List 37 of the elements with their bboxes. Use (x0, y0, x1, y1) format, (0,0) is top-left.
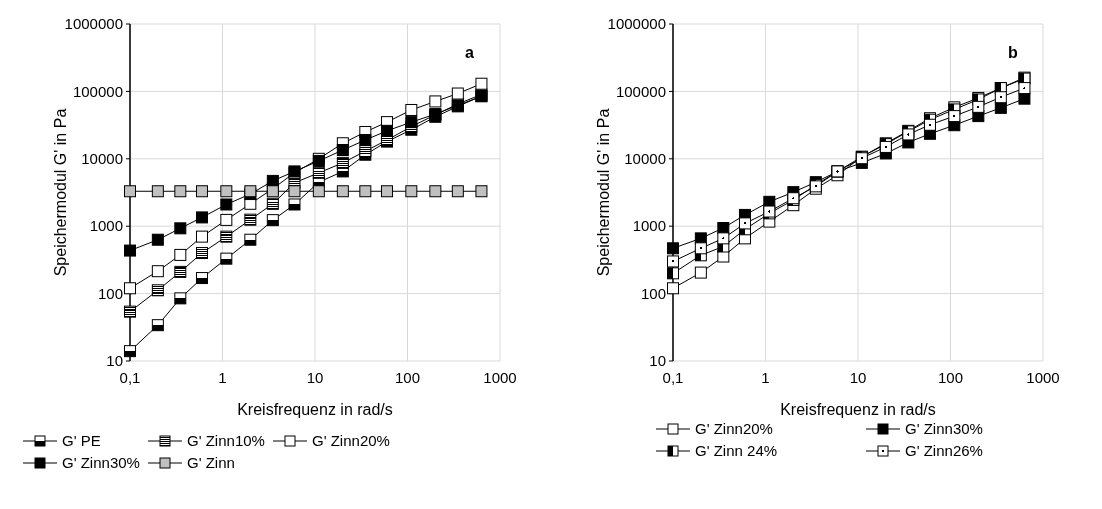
y-tick-label: 1000000 (64, 15, 123, 33)
y-axis-title: Speichermodul G' in Pa (52, 108, 69, 277)
y-tick-label: 100000 (615, 82, 666, 100)
y-axis-title: Speichermodul G' in Pa (595, 108, 612, 277)
x-tick-label: 1000 (1026, 369, 1060, 386)
y-tick-label: 100000 (72, 82, 123, 100)
x-axis-title: Kreisfrequenz in rad/s (237, 401, 393, 418)
y-tick-label: 100 (97, 284, 123, 302)
legend-label: G' PE (62, 432, 101, 450)
x-tick-label: 100 (937, 369, 964, 386)
y-tick-label: 10 (106, 352, 123, 370)
legend-label: G' Zinn20% (312, 432, 390, 450)
annotation: a (465, 44, 474, 61)
legend-label: G' Zinn26% (905, 442, 983, 460)
legend-label: G' Zinn30% (905, 420, 983, 438)
y-tick-label: 1000 (89, 217, 123, 235)
y-tick-label: 10000 (81, 150, 123, 168)
y-tick-label: 100 (640, 284, 666, 302)
legend-label: G' Zinn20% (695, 420, 773, 438)
legend-label: G' Zinn30% (62, 454, 140, 472)
x-tick-label: 100 (394, 369, 421, 386)
x-tick-label: 1 (218, 369, 227, 386)
legend-label: G' Zinn 24% (695, 442, 778, 460)
x-tick-label: 1000 (483, 369, 517, 386)
x-tick-label: 10 (306, 369, 324, 386)
annotation: b (1008, 44, 1018, 61)
legend-label: G' Zinn (187, 454, 235, 472)
x-tick-label: 0,1 (119, 369, 141, 386)
x-axis-title: Kreisfrequenz in rad/s (780, 401, 936, 418)
y-tick-label: 10000 (624, 150, 666, 168)
y-tick-label: 10 (649, 352, 666, 370)
x-tick-label: 0,1 (662, 369, 684, 386)
x-tick-label: 1 (761, 369, 770, 386)
legend-label: G' Zinn10% (187, 432, 265, 450)
y-tick-label: 1000 (632, 217, 666, 235)
x-tick-label: 10 (849, 369, 867, 386)
y-tick-label: 1000000 (607, 15, 666, 33)
